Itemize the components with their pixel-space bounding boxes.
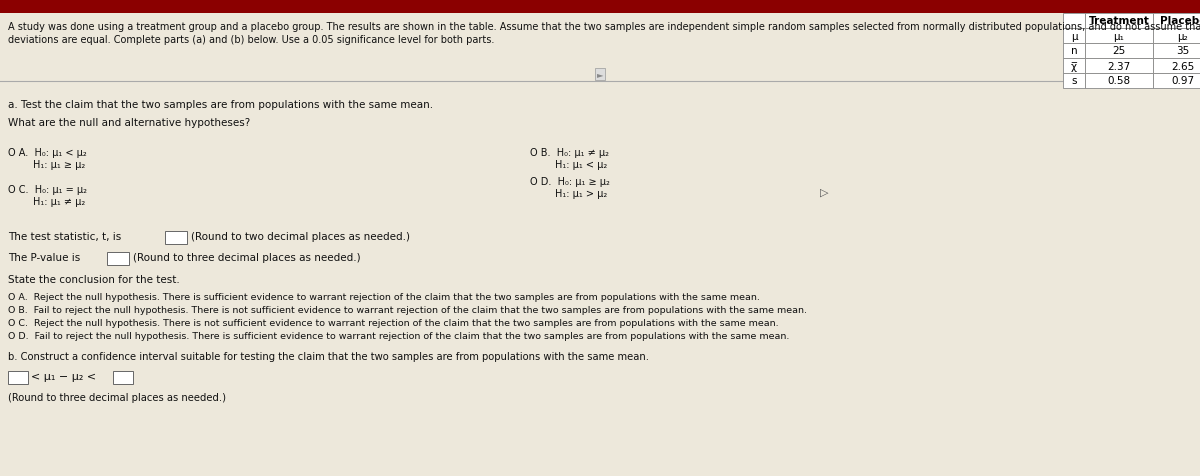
Text: A study was done using a treatment group and a placebo group. The results are sh: A study was done using a treatment group… (8, 22, 1200, 32)
Text: ▷: ▷ (820, 188, 828, 198)
Text: H₁: μ₁ > μ₂: H₁: μ₁ > μ₂ (530, 188, 607, 198)
Bar (1153, 44, 1200, 59)
Bar (1063, 14, 1085, 29)
Bar (1063, 29, 1085, 44)
Bar (1153, 29, 1200, 44)
Text: n: n (1070, 46, 1078, 56)
Text: b. Construct a confidence interval suitable for testing the claim that the two s: b. Construct a confidence interval suita… (8, 351, 649, 361)
Bar (1153, 14, 1200, 29)
Text: H₁: μ₁ ≥ μ₂: H₁: μ₁ ≥ μ₂ (8, 159, 85, 169)
Bar (1085, 74, 1153, 89)
Bar (1153, 74, 1200, 89)
Bar (1153, 59, 1200, 74)
Bar (1063, 44, 1085, 59)
Text: χ̅: χ̅ (1072, 61, 1078, 71)
Text: deviations are equal. Complete parts (a) and (b) below. Use a 0.05 significance : deviations are equal. Complete parts (a)… (8, 35, 494, 45)
Text: (Round to two decimal places as needed.): (Round to two decimal places as needed.) (191, 231, 410, 241)
Text: a. Test the claim that the two samples are from populations with the same mean.: a. Test the claim that the two samples a… (8, 100, 433, 110)
Bar (1085, 44, 1153, 59)
Text: Placebo: Placebo (1159, 17, 1200, 27)
Bar (166, 231, 187, 245)
Bar (0, 0, 1200, 14)
Text: O D.  Fail to reject the null hypothesis. There is sufficient evidence to warran: O D. Fail to reject the null hypothesis.… (8, 331, 790, 340)
Text: O D.  H₀: μ₁ ≥ μ₂: O D. H₀: μ₁ ≥ μ₂ (530, 177, 610, 187)
Text: 35: 35 (1176, 46, 1189, 56)
Text: O B.  Fail to reject the null hypothesis. There is not sufficient evidence to wa: O B. Fail to reject the null hypothesis.… (8, 306, 808, 314)
Text: O B.  H₀: μ₁ ≠ μ₂: O B. H₀: μ₁ ≠ μ₂ (530, 148, 610, 158)
Text: State the conclusion for the test.: State the conclusion for the test. (8, 275, 180, 284)
Text: 2.37: 2.37 (1108, 61, 1130, 71)
Bar (113, 371, 133, 384)
Text: (Round to three decimal places as needed.): (Round to three decimal places as needed… (133, 252, 361, 262)
Text: O A.  H₀: μ₁ < μ₂: O A. H₀: μ₁ < μ₂ (8, 148, 86, 158)
Bar (1085, 59, 1153, 74)
Text: The test statistic, t, is: The test statistic, t, is (8, 231, 121, 241)
Text: < μ₁ − μ₂ <: < μ₁ − μ₂ < (31, 371, 96, 381)
Text: μ₁: μ₁ (1114, 31, 1124, 41)
Text: H₁: μ₁ < μ₂: H₁: μ₁ < μ₂ (530, 159, 607, 169)
Bar (1085, 29, 1153, 44)
Text: s: s (1072, 76, 1076, 86)
Bar (8, 371, 28, 384)
Text: 0.97: 0.97 (1171, 76, 1194, 86)
Text: O A.  Reject the null hypothesis. There is sufficient evidence to warrant reject: O A. Reject the null hypothesis. There i… (8, 292, 760, 301)
Text: O C.  Reject the null hypothesis. There is not sufficient evidence to warrant re: O C. Reject the null hypothesis. There i… (8, 318, 779, 327)
Bar (1063, 59, 1085, 74)
Text: The P-value is: The P-value is (8, 252, 80, 262)
Text: Treatment: Treatment (1088, 17, 1150, 27)
Text: ►: ► (596, 70, 604, 79)
Bar (107, 252, 130, 266)
Bar (1085, 14, 1153, 29)
Text: 25: 25 (1112, 46, 1126, 56)
Text: 2.65: 2.65 (1171, 61, 1195, 71)
Text: H₁: μ₁ ≠ μ₂: H₁: μ₁ ≠ μ₂ (8, 197, 85, 207)
Text: O C.  H₀: μ₁ = μ₂: O C. H₀: μ₁ = μ₂ (8, 185, 88, 195)
Text: What are the null and alternative hypotheses?: What are the null and alternative hypoth… (8, 118, 251, 128)
Text: 0.58: 0.58 (1108, 76, 1130, 86)
Bar (1063, 74, 1085, 89)
Text: μ₂: μ₂ (1177, 31, 1188, 41)
Text: (Round to three decimal places as needed.): (Round to three decimal places as needed… (8, 392, 226, 402)
Text: μ: μ (1070, 31, 1078, 41)
